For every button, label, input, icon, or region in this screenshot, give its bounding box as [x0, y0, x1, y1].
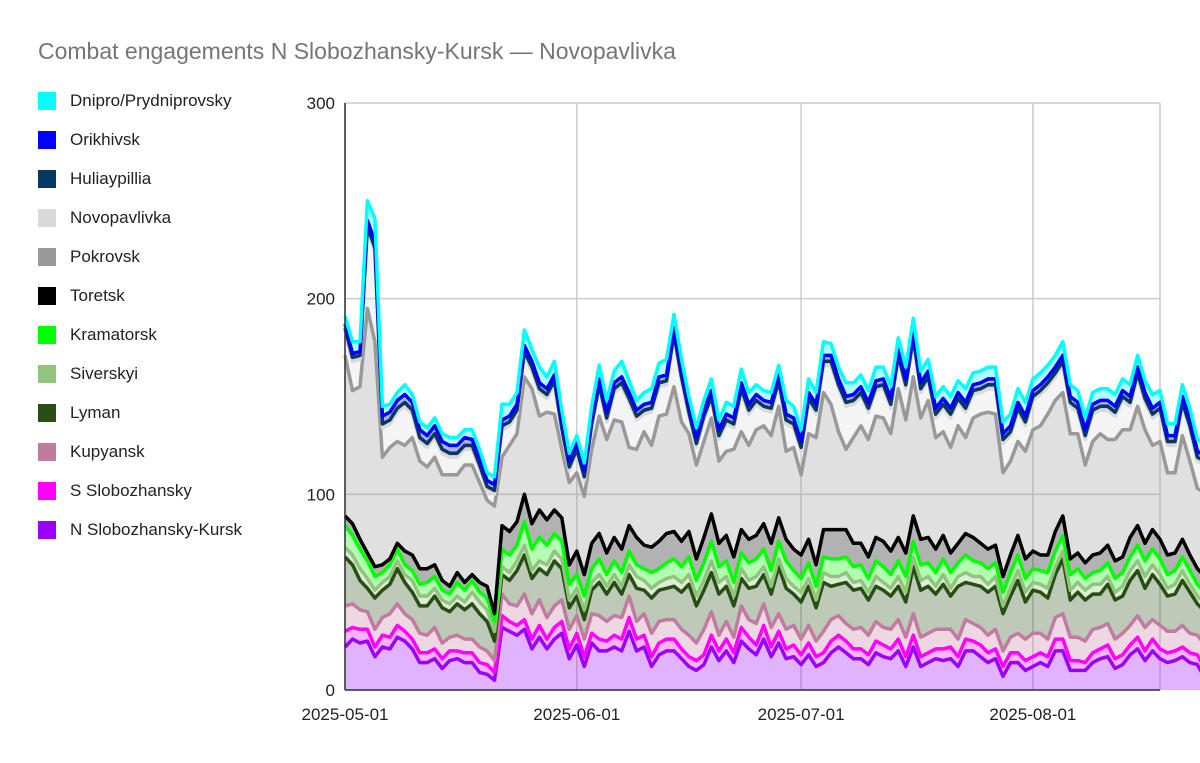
- legend-swatch: [38, 92, 56, 110]
- legend-item-s-slobozhansky: S Slobozhansky: [38, 480, 192, 502]
- y-tick-label: 300: [307, 94, 335, 113]
- legend-swatch: [38, 326, 56, 344]
- x-tick-label: 2025-05-01: [302, 705, 389, 724]
- legend-swatch: [38, 443, 56, 461]
- line-kramatorsk: [343, 519, 1200, 624]
- legend-label: Orikhivsk: [70, 130, 140, 149]
- legend-label: Lyman: [70, 403, 121, 422]
- legend-item-toretsk: Toretsk: [38, 285, 125, 307]
- legend-label: Toretsk: [70, 286, 125, 305]
- line-orikhivsk: [343, 218, 1200, 487]
- line-pokrovsk: [343, 306, 1200, 508]
- legend-label: Pokrovsk: [70, 247, 140, 266]
- legend-swatch: [38, 482, 56, 500]
- line-s-slobozhansky: [344, 613, 1200, 675]
- axes: 0 100 200 300 2025-05-01 2025-06-01 2025-07-01…: [302, 94, 1160, 724]
- legend-swatch: [38, 365, 56, 383]
- legend-swatch: [38, 287, 56, 305]
- line-siverskyi: [343, 543, 1200, 634]
- legend-label: Novopavlivka: [70, 208, 172, 227]
- legend-label: S Slobozhansky: [70, 481, 192, 500]
- legend-swatch: [38, 170, 56, 188]
- line-toretsk: [343, 492, 1200, 616]
- legend-label: Kramatorsk: [70, 325, 157, 344]
- line-lyman: [343, 553, 1200, 643]
- legend-item-kramatorsk: Kramatorsk: [38, 324, 157, 346]
- x-tick-label: 2025-07-01: [758, 705, 845, 724]
- legend-item-pokrovsk: Pokrovsk: [38, 246, 140, 268]
- area-n-slobozhansky-kursk: [345, 627, 1200, 690]
- legend-item-siverskyi: Siverskyi: [38, 363, 138, 385]
- legend-item-huliaypillia: Huliaypillia: [38, 168, 151, 190]
- legend-label: Huliaypillia: [70, 169, 152, 188]
- legend-label: Siverskyi: [70, 364, 139, 383]
- legend-label: N Slobozhansky-Kursk: [70, 520, 242, 539]
- legend-swatch: [38, 521, 56, 539]
- y-tick-label: 200: [307, 290, 335, 309]
- series-lines: [343, 199, 1200, 682]
- legend-item-dnipro-prydniprovsky: Dnipro/Prydniprovsky: [38, 90, 232, 112]
- legend-swatch: [38, 131, 56, 149]
- x-tick-label: 2025-06-01: [533, 705, 620, 724]
- line-dnipro-prydniprovsky: [343, 199, 1200, 479]
- legend-swatch: [38, 209, 56, 227]
- area-toretsk: [345, 494, 1200, 622]
- line-kupyansk: [344, 592, 1200, 663]
- legend-item-orikhivsk: Orikhivsk: [38, 129, 140, 151]
- x-tick-label: 2025-08-01: [989, 705, 1076, 724]
- area-kupyansk: [345, 594, 1200, 673]
- chart-title: Combat engagements N Slobozhansky-Kursk …: [38, 38, 676, 64]
- legend-label: Dnipro/Prydniprovsky: [70, 91, 232, 110]
- area-lyman: [345, 555, 1200, 661]
- legend-item-novopavlivka: Novopavlivka: [38, 207, 171, 229]
- legend-label: Kupyansk: [70, 442, 145, 461]
- legend-item-kupyansk: Kupyansk: [38, 441, 145, 463]
- y-tick-label: 100: [307, 485, 335, 504]
- legend-swatch: [38, 404, 56, 422]
- y-tick-label: 0: [326, 681, 335, 700]
- legend-item-n-slobozhansky-kursk: N Slobozhansky-Kursk: [38, 519, 242, 541]
- area-pokrovsk: [345, 308, 1200, 614]
- legend-swatch: [38, 248, 56, 266]
- legend-item-lyman: Lyman: [38, 402, 120, 424]
- line-n-slobozhansky-kursk: [343, 625, 1200, 682]
